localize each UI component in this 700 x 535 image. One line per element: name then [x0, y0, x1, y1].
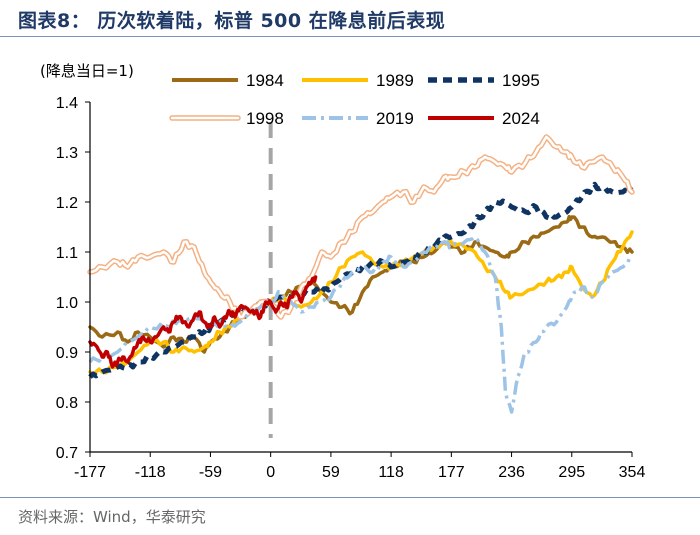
- x-tick-label-8: 295: [558, 464, 585, 481]
- x-tick-label-6: 177: [438, 464, 465, 481]
- x-tick-label-7: 236: [498, 464, 525, 481]
- x-tick-label-2: -59: [199, 464, 222, 481]
- legend-item-2024: 2024: [428, 109, 540, 128]
- series-1998: [87, 134, 635, 320]
- y-tick-label-2: 0.9: [56, 345, 78, 362]
- legend-label-1995: 1995: [502, 71, 540, 90]
- series-line-outline-1998: [87, 134, 635, 320]
- y-axis-label: (降息当日=1): [40, 62, 134, 80]
- axes-layer: 0.7 0.8 0.9 1.0 1.1 1.2 1.3 1.4 -177 -118 -59 0 59 11…: [56, 95, 646, 481]
- y-tick-label-1: 0.8: [56, 395, 78, 412]
- x-tick-label-3: 0: [266, 464, 275, 481]
- series-2024: [88, 275, 318, 369]
- x-tick-label-9: 354: [619, 464, 646, 481]
- legend-item-1989: 1989: [302, 71, 414, 90]
- source-note: 资料来源：Wind，华泰研究: [18, 508, 206, 526]
- y-tick-label-7: 1.4: [56, 95, 78, 112]
- y-tick-label-3: 1.0: [56, 295, 78, 312]
- series-line-2024: [88, 275, 318, 369]
- series-1995: [88, 181, 634, 379]
- y-tick-label-4: 1.1: [56, 245, 78, 262]
- title-divider: [0, 36, 700, 37]
- legend-label-1989: 1989: [376, 71, 414, 90]
- series-2019: [88, 235, 633, 414]
- series-line-1989: [88, 230, 634, 377]
- legend-item-2019: 2019: [302, 109, 414, 128]
- series-line-1998: [88, 135, 634, 319]
- footer-divider: [0, 497, 700, 498]
- legend-label-1984: 1984: [246, 71, 284, 90]
- y-tick-label-0: 0.7: [56, 445, 78, 462]
- legend-item-1995: 1995: [428, 71, 540, 90]
- legend-label-1998: 1998: [246, 109, 284, 128]
- legend-item-1998: 1998: [169, 109, 284, 128]
- series-line-1995: [88, 181, 634, 379]
- series-1989: [88, 230, 634, 377]
- series-layer: [87, 134, 635, 414]
- y-tick-label-5: 1.2: [56, 195, 78, 212]
- x-tick-label-4: 59: [322, 464, 340, 481]
- x-tick-label-5: 118: [378, 464, 404, 481]
- chart-title: 图表8： 历次软着陆，标普 500 在降息前后表现: [18, 10, 446, 32]
- y-tick-label-6: 1.3: [56, 145, 78, 162]
- series-line-2019: [88, 235, 633, 414]
- x-tick-label-1: -118: [135, 464, 166, 481]
- legend-label-2024: 2024: [502, 109, 540, 128]
- x-tick-label-0: -177: [74, 464, 106, 481]
- legend-label-2019: 2019: [376, 109, 414, 128]
- legend: 1984 1989 1995 1998 2019 2024: [169, 71, 540, 128]
- legend-item-1984: 1984: [172, 71, 284, 90]
